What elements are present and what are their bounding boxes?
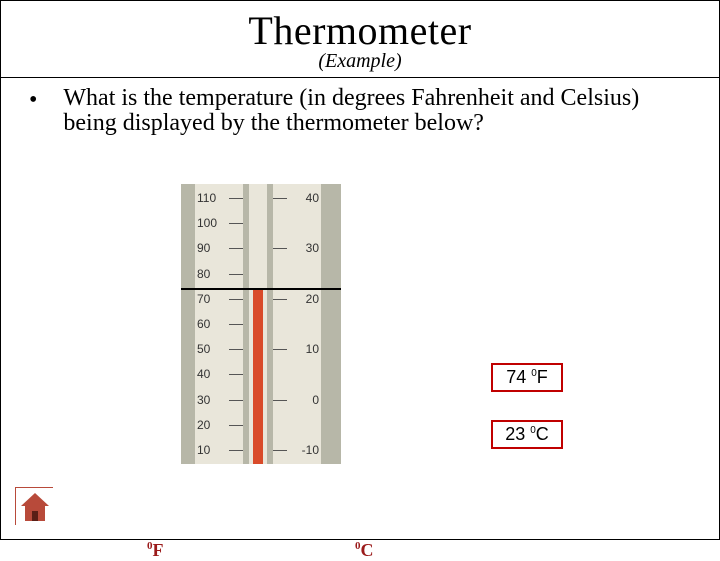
axis-c-letter: C	[361, 540, 374, 560]
f-tick-label: 50	[197, 342, 210, 356]
answer-celsius: 23 0C	[491, 420, 563, 449]
page-subtitle: (Example)	[1, 50, 719, 75]
answer-f-value: 74	[506, 367, 526, 387]
question-text: What is the temperature (in degrees Fahr…	[63, 86, 683, 136]
c-tick-label: 30	[306, 241, 319, 255]
body: • What is the temperature (in degrees Fa…	[1, 78, 719, 526]
f-tick-label: 30	[197, 393, 210, 407]
thermometer-image: 10 20 30 40 50 60 70 80 90 100 110 -10 0 10 20 30 40	[181, 184, 341, 464]
axis-f-letter: F	[153, 540, 164, 560]
axis-label-fahrenheit: 0F	[147, 540, 164, 561]
f-tick-label: 90	[197, 241, 210, 255]
axis-label-celsius: 0C	[355, 540, 374, 561]
c-tick-label: -10	[302, 443, 319, 457]
c-tick-label: 0	[312, 393, 319, 407]
f-tick-label: 20	[197, 418, 210, 432]
question-row: • What is the temperature (in degrees Fa…	[21, 86, 699, 136]
f-tick-label: 40	[197, 367, 210, 381]
header: Thermometer (Example)	[1, 1, 719, 78]
f-tick-label: 70	[197, 292, 210, 306]
c-tick-label: 40	[306, 191, 319, 205]
answer-fahrenheit: 74 0F	[491, 363, 563, 392]
home-icon[interactable]	[15, 487, 53, 525]
f-tick-label: 80	[197, 267, 210, 281]
c-tick-label: 10	[306, 342, 319, 356]
answer-c-unit: C	[536, 424, 549, 444]
page-title: Thermometer	[1, 7, 719, 54]
slide: Thermometer (Example) • What is the temp…	[0, 0, 720, 540]
c-tick-label: 20	[306, 292, 319, 306]
f-tick-label: 110	[197, 191, 216, 205]
f-tick-label: 10	[197, 443, 210, 457]
answer-c-value: 23	[505, 424, 525, 444]
bullet: •	[29, 86, 37, 113]
f-tick-label: 60	[197, 317, 210, 331]
f-tick-label: 100	[197, 216, 217, 230]
answer-f-unit: F	[537, 367, 548, 387]
